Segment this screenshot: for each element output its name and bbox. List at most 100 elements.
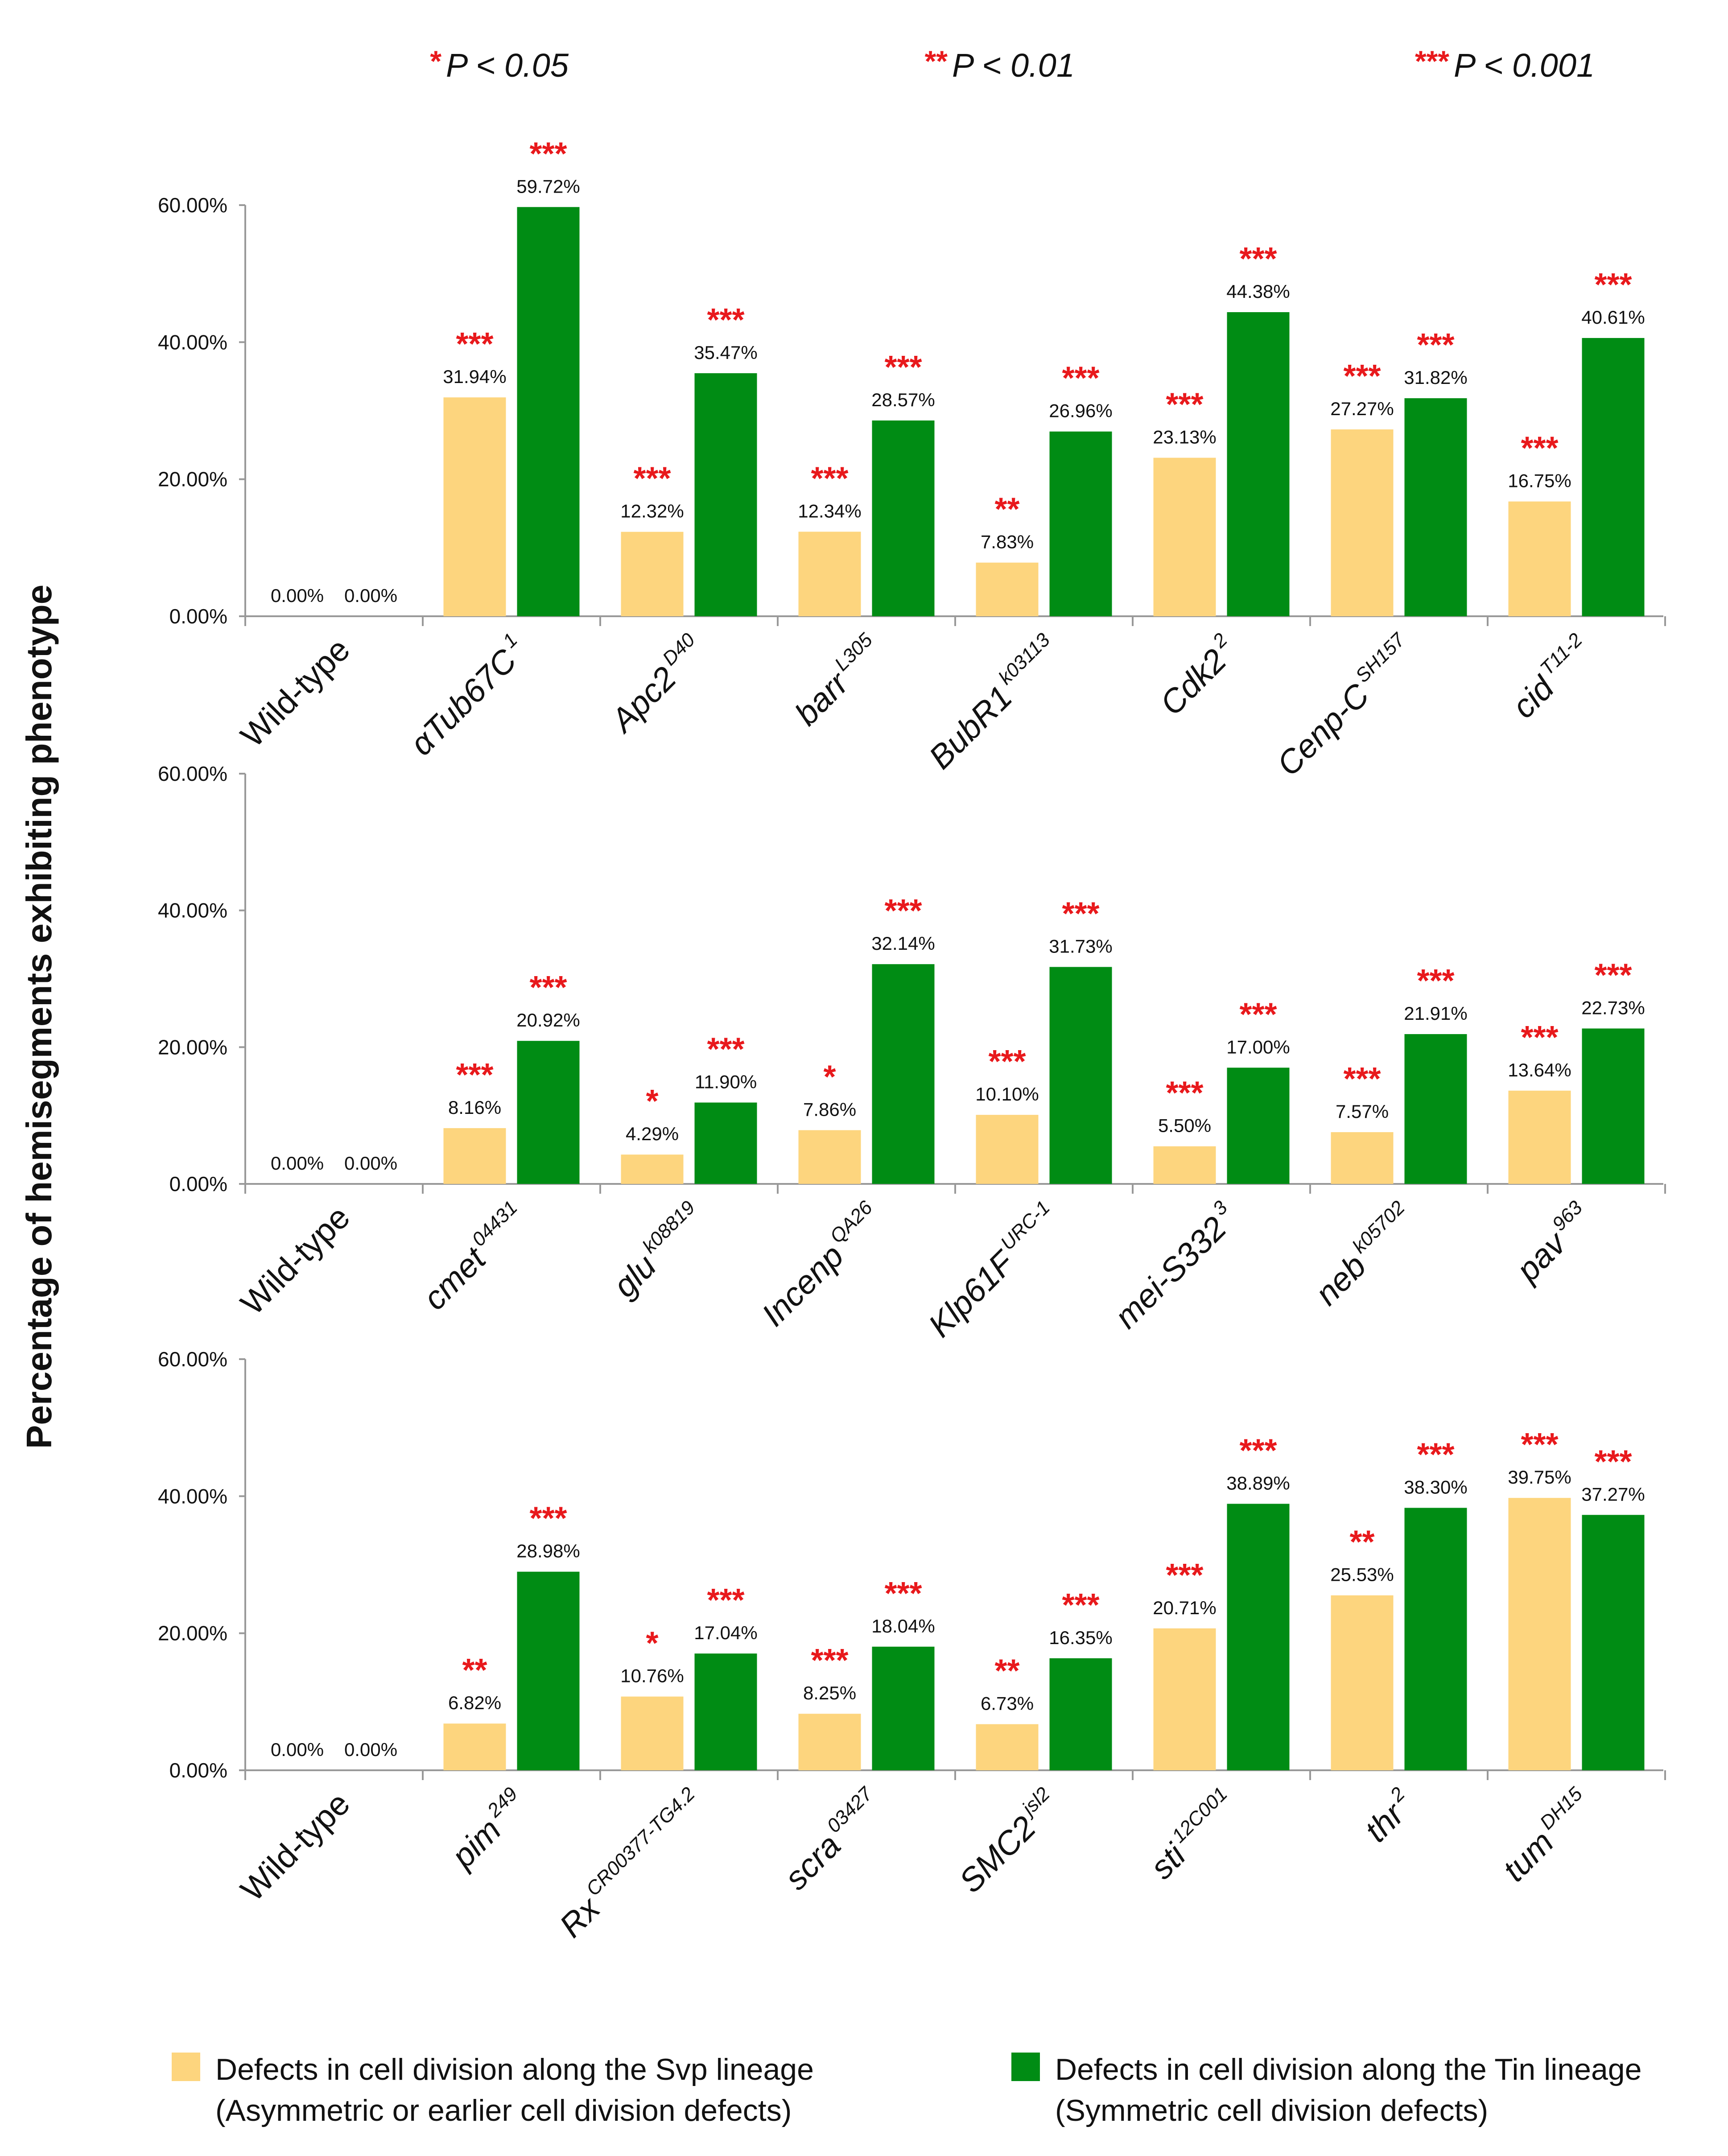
significance-svp: *** [1343, 1061, 1381, 1097]
category-label: thr2 [1356, 1783, 1422, 1849]
bar-svp [1153, 1628, 1216, 1770]
significance-tin: *** [1594, 1444, 1632, 1480]
data-label-tin: 22.73% [1581, 997, 1645, 1018]
data-label-tin: 40.61% [1581, 307, 1645, 328]
data-label-tin: 32.14% [871, 933, 935, 954]
data-label-svp: 20.71% [1153, 1597, 1216, 1618]
data-label-tin: 35.47% [694, 342, 757, 363]
significance-svp: *** [1343, 359, 1381, 394]
category-label: pav963 [1507, 1196, 1600, 1289]
bar-svp [443, 397, 506, 616]
category-label: SMC2jsl2 [950, 1783, 1067, 1900]
bar-tin [694, 1653, 757, 1770]
bar-svp [798, 532, 861, 616]
significance-svp: * [823, 1059, 836, 1095]
category-label: Klp61FURC-1 [919, 1196, 1067, 1344]
sig-key-2-label: P < 0.001 [1454, 47, 1595, 84]
category-name: Wild-type [234, 1199, 357, 1322]
category-superscript: DH15 [1536, 1783, 1587, 1834]
data-label-tin: 31.82% [1404, 367, 1467, 388]
legend-tin-label: Defects in cell division along the Tin l… [1055, 2053, 1642, 2086]
bar-tin [1404, 398, 1467, 616]
bar-tin [1049, 1658, 1112, 1770]
significance-tin: *** [884, 1576, 922, 1612]
data-label-svp: 12.34% [798, 500, 861, 521]
data-label-tin: 59.72% [516, 176, 580, 197]
y-tick-label: 40.00% [158, 1484, 227, 1508]
bar-tin [1049, 967, 1112, 1184]
bar-svp [1508, 1498, 1571, 1770]
category-label: gluk08819 [604, 1196, 712, 1304]
category-label: Wild-type [234, 1785, 357, 1909]
data-label-tin: 31.73% [1049, 936, 1112, 956]
category-superscript: 249 [483, 1783, 522, 1822]
data-label-svp: 7.86% [803, 1099, 856, 1120]
category-name: scra [777, 1826, 848, 1897]
bar-svp [1153, 1146, 1216, 1184]
significance-tin: *** [707, 302, 744, 338]
category-superscript: CR00377-TG4.2 [582, 1783, 699, 1900]
significance-tin: *** [1062, 361, 1099, 396]
category-label: tumDH15 [1494, 1783, 1600, 1888]
chart-panel-3: 0.00% 20.00% 40.00% 60.00% 0.00% 0.00% Wild-ty… [158, 1348, 1666, 1945]
bar-svp [621, 1154, 684, 1184]
sig-key-2-stars: *** [1415, 45, 1449, 78]
legend-tin-sublabel: (Symmetric cell division defects) [1055, 2094, 1489, 2127]
significance-svp: *** [811, 461, 848, 496]
significance-svp: ** [462, 1653, 487, 1688]
bar-tin [1227, 312, 1290, 616]
significance-tin: *** [529, 1501, 567, 1537]
category-name: Wild-type [234, 631, 357, 754]
significance-key: * P < 0.05 ** P < 0.01 *** P < 0.001 [430, 45, 1595, 84]
data-label-tin: 28.98% [516, 1541, 580, 1562]
bar-svp [1153, 458, 1216, 616]
bar-tin [1227, 1504, 1290, 1770]
bar-svp [798, 1130, 861, 1184]
category-label: αTub67C1 [401, 629, 534, 762]
category-label: scra03427 [775, 1782, 890, 1896]
significance-svp: *** [1166, 1558, 1203, 1593]
y-tick-label: 0.00% [169, 605, 227, 628]
category-label: barrL305 [786, 629, 890, 733]
bar-svp [621, 532, 684, 616]
category-label: RxCR00377-TG4.2 [550, 1783, 712, 1944]
category-label: Wild-type [234, 631, 357, 754]
y-tick-label: 0.00% [169, 1759, 227, 1782]
category-superscript: SH157 [1351, 628, 1410, 687]
data-label-tin: 26.96% [1049, 400, 1112, 421]
significance-tin: *** [529, 970, 567, 1006]
bar-svp [1508, 501, 1571, 616]
data-label-svp: 6.73% [981, 1693, 1034, 1714]
significance-tin: *** [707, 1032, 744, 1068]
legend-svp: Defects in cell division along the Svp l… [172, 2049, 814, 2131]
bar-svp [1331, 1595, 1394, 1770]
data-label-svp: 7.83% [981, 532, 1034, 552]
data-label-svp: 25.53% [1330, 1564, 1394, 1585]
data-label-tin: 0.00% [344, 585, 397, 606]
data-label-tin: 37.27% [1581, 1484, 1645, 1505]
significance-tin: *** [884, 893, 922, 929]
sig-key-1-label: P < 0.01 [952, 47, 1075, 84]
y-tick-label: 40.00% [158, 899, 227, 922]
significance-tin: *** [1417, 1437, 1454, 1472]
category-label: Cdk22 [1151, 629, 1244, 722]
category-name: BubR1 [922, 678, 1019, 776]
data-label-tin: 28.57% [871, 389, 935, 410]
data-label-svp: 0.00% [271, 1153, 324, 1174]
y-tick-label: 40.00% [158, 330, 227, 354]
data-label-tin: 38.89% [1226, 1472, 1290, 1493]
chart-panel-1: 0.00% 20.00% 40.00% 60.00% 0.00% 0.00% Wild-ty… [158, 136, 1666, 783]
bar-tin [1049, 431, 1112, 616]
y-tick-label: 0.00% [169, 1172, 227, 1195]
category-label: cmet04431 [414, 1196, 534, 1317]
bar-svp [1331, 429, 1394, 616]
data-label-tin: 16.35% [1049, 1627, 1112, 1648]
bar-svp [443, 1128, 506, 1184]
sig-key-1-stars: ** [925, 45, 948, 78]
data-label-tin: 17.04% [694, 1622, 757, 1643]
bar-tin [517, 1571, 580, 1770]
significance-tin: *** [529, 136, 567, 172]
bar-svp [621, 1696, 684, 1770]
bar-svp [976, 562, 1039, 616]
category-name: αTub67C [403, 642, 524, 763]
